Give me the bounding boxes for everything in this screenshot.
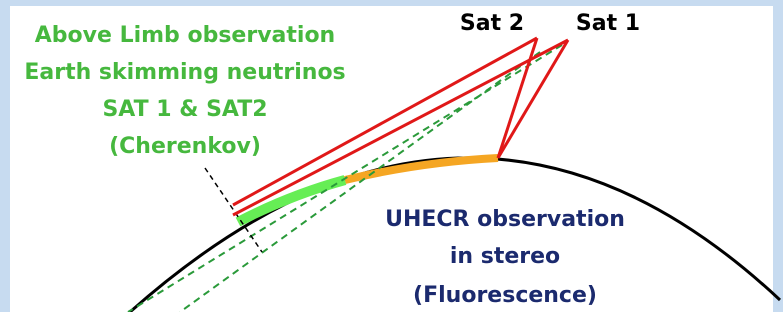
label-line: in stereo (450, 244, 560, 269)
label-line: UHECR observation (385, 207, 625, 232)
label-line: (Cherenkov) (109, 134, 261, 159)
diagram: Above Limb observation Earth skimming ne… (0, 0, 783, 312)
satellite-label: Sat 2 (460, 11, 524, 36)
label-line: (Fluorescence) (413, 283, 597, 308)
label-line: SAT 1 & SAT2 (102, 97, 267, 122)
label-line: Above Limb observation (35, 23, 335, 48)
satellite-label: Sat 1 (576, 11, 640, 36)
label-line: Earth skimming neutrinos (24, 60, 345, 85)
